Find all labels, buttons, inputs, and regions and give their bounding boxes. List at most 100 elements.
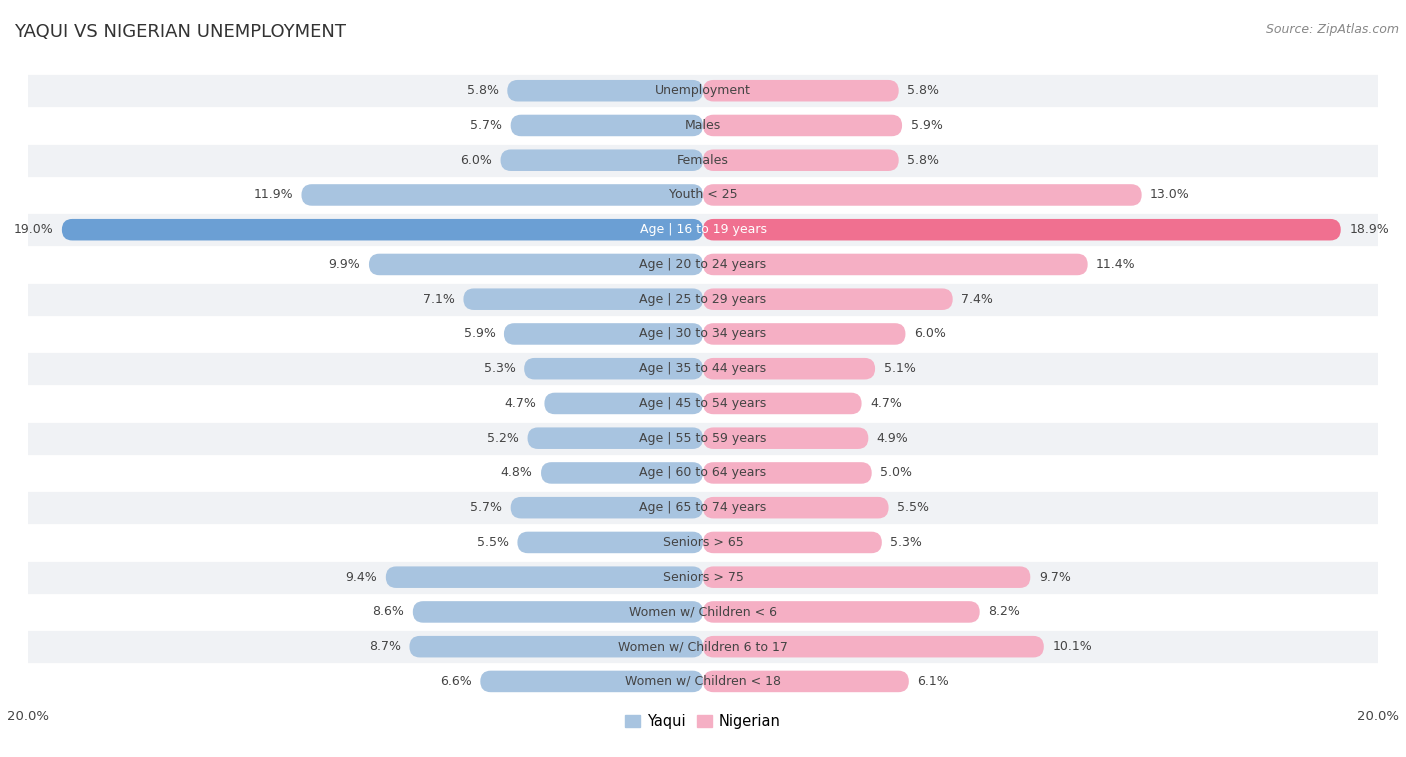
FancyBboxPatch shape [517, 531, 703, 553]
Text: 9.4%: 9.4% [346, 571, 377, 584]
Text: Age | 55 to 59 years: Age | 55 to 59 years [640, 431, 766, 444]
Text: Age | 60 to 64 years: Age | 60 to 64 years [640, 466, 766, 479]
Text: Age | 30 to 34 years: Age | 30 to 34 years [640, 328, 766, 341]
FancyBboxPatch shape [544, 393, 703, 414]
FancyBboxPatch shape [524, 358, 703, 379]
FancyBboxPatch shape [28, 421, 1378, 456]
FancyBboxPatch shape [28, 316, 1378, 351]
Text: 4.9%: 4.9% [877, 431, 908, 444]
Text: Age | 35 to 44 years: Age | 35 to 44 years [640, 362, 766, 375]
FancyBboxPatch shape [28, 73, 1378, 108]
Text: 6.0%: 6.0% [460, 154, 492, 167]
FancyBboxPatch shape [503, 323, 703, 344]
Text: Age | 16 to 19 years: Age | 16 to 19 years [640, 223, 766, 236]
FancyBboxPatch shape [703, 393, 862, 414]
FancyBboxPatch shape [28, 282, 1378, 316]
FancyBboxPatch shape [703, 601, 980, 623]
FancyBboxPatch shape [703, 149, 898, 171]
FancyBboxPatch shape [28, 629, 1378, 664]
FancyBboxPatch shape [28, 525, 1378, 560]
Legend: Yaqui, Nigerian: Yaqui, Nigerian [619, 709, 787, 735]
FancyBboxPatch shape [28, 664, 1378, 699]
FancyBboxPatch shape [703, 80, 898, 101]
FancyBboxPatch shape [413, 601, 703, 623]
Text: 6.1%: 6.1% [917, 675, 949, 688]
FancyBboxPatch shape [385, 566, 703, 588]
FancyBboxPatch shape [703, 636, 1043, 657]
Text: Women w/ Children < 18: Women w/ Children < 18 [626, 675, 780, 688]
FancyBboxPatch shape [28, 143, 1378, 178]
Text: 5.8%: 5.8% [907, 154, 939, 167]
Text: 9.7%: 9.7% [1039, 571, 1070, 584]
Text: 5.5%: 5.5% [897, 501, 929, 514]
FancyBboxPatch shape [28, 456, 1378, 491]
Text: 11.4%: 11.4% [1097, 258, 1136, 271]
Text: 8.2%: 8.2% [988, 606, 1019, 618]
FancyBboxPatch shape [703, 288, 953, 310]
Text: Youth < 25: Youth < 25 [669, 188, 737, 201]
FancyBboxPatch shape [510, 497, 703, 519]
Text: 8.6%: 8.6% [373, 606, 405, 618]
FancyBboxPatch shape [28, 491, 1378, 525]
FancyBboxPatch shape [28, 594, 1378, 629]
FancyBboxPatch shape [703, 463, 872, 484]
Text: 7.4%: 7.4% [962, 293, 993, 306]
FancyBboxPatch shape [368, 254, 703, 276]
Text: 7.1%: 7.1% [423, 293, 456, 306]
Text: 4.7%: 4.7% [870, 397, 901, 410]
FancyBboxPatch shape [703, 671, 908, 692]
Text: 5.5%: 5.5% [477, 536, 509, 549]
FancyBboxPatch shape [703, 566, 1031, 588]
FancyBboxPatch shape [703, 184, 1142, 206]
FancyBboxPatch shape [301, 184, 703, 206]
Text: 6.0%: 6.0% [914, 328, 946, 341]
Text: 19.0%: 19.0% [14, 223, 53, 236]
Text: 5.0%: 5.0% [880, 466, 912, 479]
Text: 5.7%: 5.7% [470, 501, 502, 514]
Text: Seniors > 75: Seniors > 75 [662, 571, 744, 584]
Text: 4.7%: 4.7% [505, 397, 536, 410]
FancyBboxPatch shape [703, 115, 903, 136]
FancyBboxPatch shape [28, 247, 1378, 282]
FancyBboxPatch shape [28, 560, 1378, 594]
Text: 6.6%: 6.6% [440, 675, 472, 688]
Text: Seniors > 65: Seniors > 65 [662, 536, 744, 549]
Text: 5.9%: 5.9% [911, 119, 942, 132]
Text: 5.2%: 5.2% [488, 431, 519, 444]
Text: 8.7%: 8.7% [368, 640, 401, 653]
FancyBboxPatch shape [703, 531, 882, 553]
Text: 5.8%: 5.8% [907, 84, 939, 97]
Text: Women w/ Children < 6: Women w/ Children < 6 [628, 606, 778, 618]
Text: 9.9%: 9.9% [329, 258, 360, 271]
Text: 4.8%: 4.8% [501, 466, 533, 479]
Text: 5.3%: 5.3% [890, 536, 922, 549]
FancyBboxPatch shape [703, 358, 875, 379]
Text: 5.7%: 5.7% [470, 119, 502, 132]
FancyBboxPatch shape [508, 80, 703, 101]
FancyBboxPatch shape [28, 386, 1378, 421]
Text: Age | 20 to 24 years: Age | 20 to 24 years [640, 258, 766, 271]
FancyBboxPatch shape [703, 323, 905, 344]
FancyBboxPatch shape [28, 212, 1378, 247]
Text: 13.0%: 13.0% [1150, 188, 1189, 201]
Text: Females: Females [678, 154, 728, 167]
Text: Age | 45 to 54 years: Age | 45 to 54 years [640, 397, 766, 410]
Text: 5.8%: 5.8% [467, 84, 499, 97]
Text: Women w/ Children 6 to 17: Women w/ Children 6 to 17 [619, 640, 787, 653]
Text: 5.1%: 5.1% [883, 362, 915, 375]
Text: 10.1%: 10.1% [1052, 640, 1092, 653]
Text: Age | 25 to 29 years: Age | 25 to 29 years [640, 293, 766, 306]
Text: 11.9%: 11.9% [253, 188, 292, 201]
FancyBboxPatch shape [703, 428, 869, 449]
FancyBboxPatch shape [28, 108, 1378, 143]
FancyBboxPatch shape [481, 671, 703, 692]
Text: Males: Males [685, 119, 721, 132]
Text: Source: ZipAtlas.com: Source: ZipAtlas.com [1265, 23, 1399, 36]
Text: YAQUI VS NIGERIAN UNEMPLOYMENT: YAQUI VS NIGERIAN UNEMPLOYMENT [14, 23, 346, 41]
Text: 5.3%: 5.3% [484, 362, 516, 375]
Text: 5.9%: 5.9% [464, 328, 495, 341]
Text: Age | 65 to 74 years: Age | 65 to 74 years [640, 501, 766, 514]
FancyBboxPatch shape [62, 219, 703, 241]
FancyBboxPatch shape [409, 636, 703, 657]
FancyBboxPatch shape [703, 497, 889, 519]
